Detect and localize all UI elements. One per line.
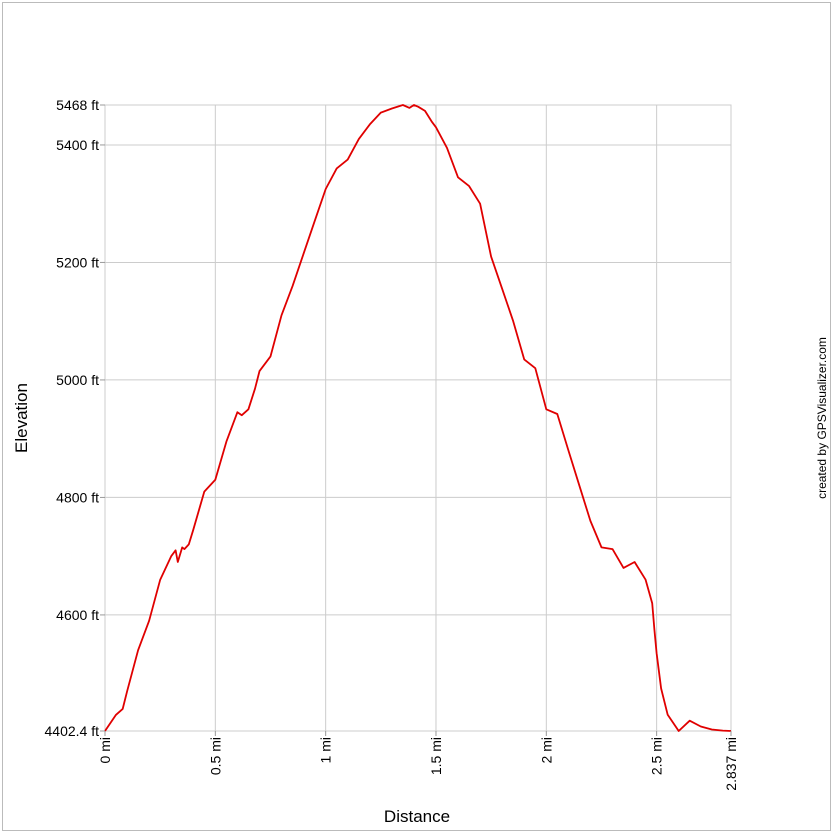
y-tick-label: 5400 ft xyxy=(56,137,99,153)
y-tick-label: 4402.4 ft xyxy=(45,723,100,739)
y-tick-label: 5000 ft xyxy=(56,372,99,388)
y-tick-label: 5200 ft xyxy=(56,254,99,270)
x-tick-label: 2.5 mi xyxy=(649,737,665,775)
x-tick-label: 0.5 mi xyxy=(207,737,223,775)
x-axis-ticks: 0 mi 0.5 mi 1 mi 1.5 mi 2 mi 2.5 mi 2.837 mi xyxy=(97,731,739,791)
chart-border xyxy=(2,2,831,831)
plot-area-frame xyxy=(104,104,732,732)
x-axis-label: Distance xyxy=(384,807,450,826)
x-tick-label: 2.837 mi xyxy=(723,737,739,791)
x-tick-label: 1 mi xyxy=(318,737,334,763)
y-tick-label: 5468 ft xyxy=(56,97,99,113)
x-tick-label: 0 mi xyxy=(97,737,113,763)
y-axis-label: Elevation xyxy=(12,383,31,453)
series-layer xyxy=(104,104,732,732)
y-tick-label: 4600 ft xyxy=(56,607,99,623)
credit-text: created by GPSVisualizer.com xyxy=(815,337,829,499)
x-tick-label: 2 mi xyxy=(538,737,554,763)
x-tick-label: 1.5 mi xyxy=(428,737,444,775)
elevation-profile-line xyxy=(104,104,732,732)
y-axis-ticks: 4402.4 ft 4600 ft 4800 ft 5000 ft 5200 ft 540… xyxy=(45,97,105,739)
y-tick-label: 4800 ft xyxy=(56,489,99,505)
